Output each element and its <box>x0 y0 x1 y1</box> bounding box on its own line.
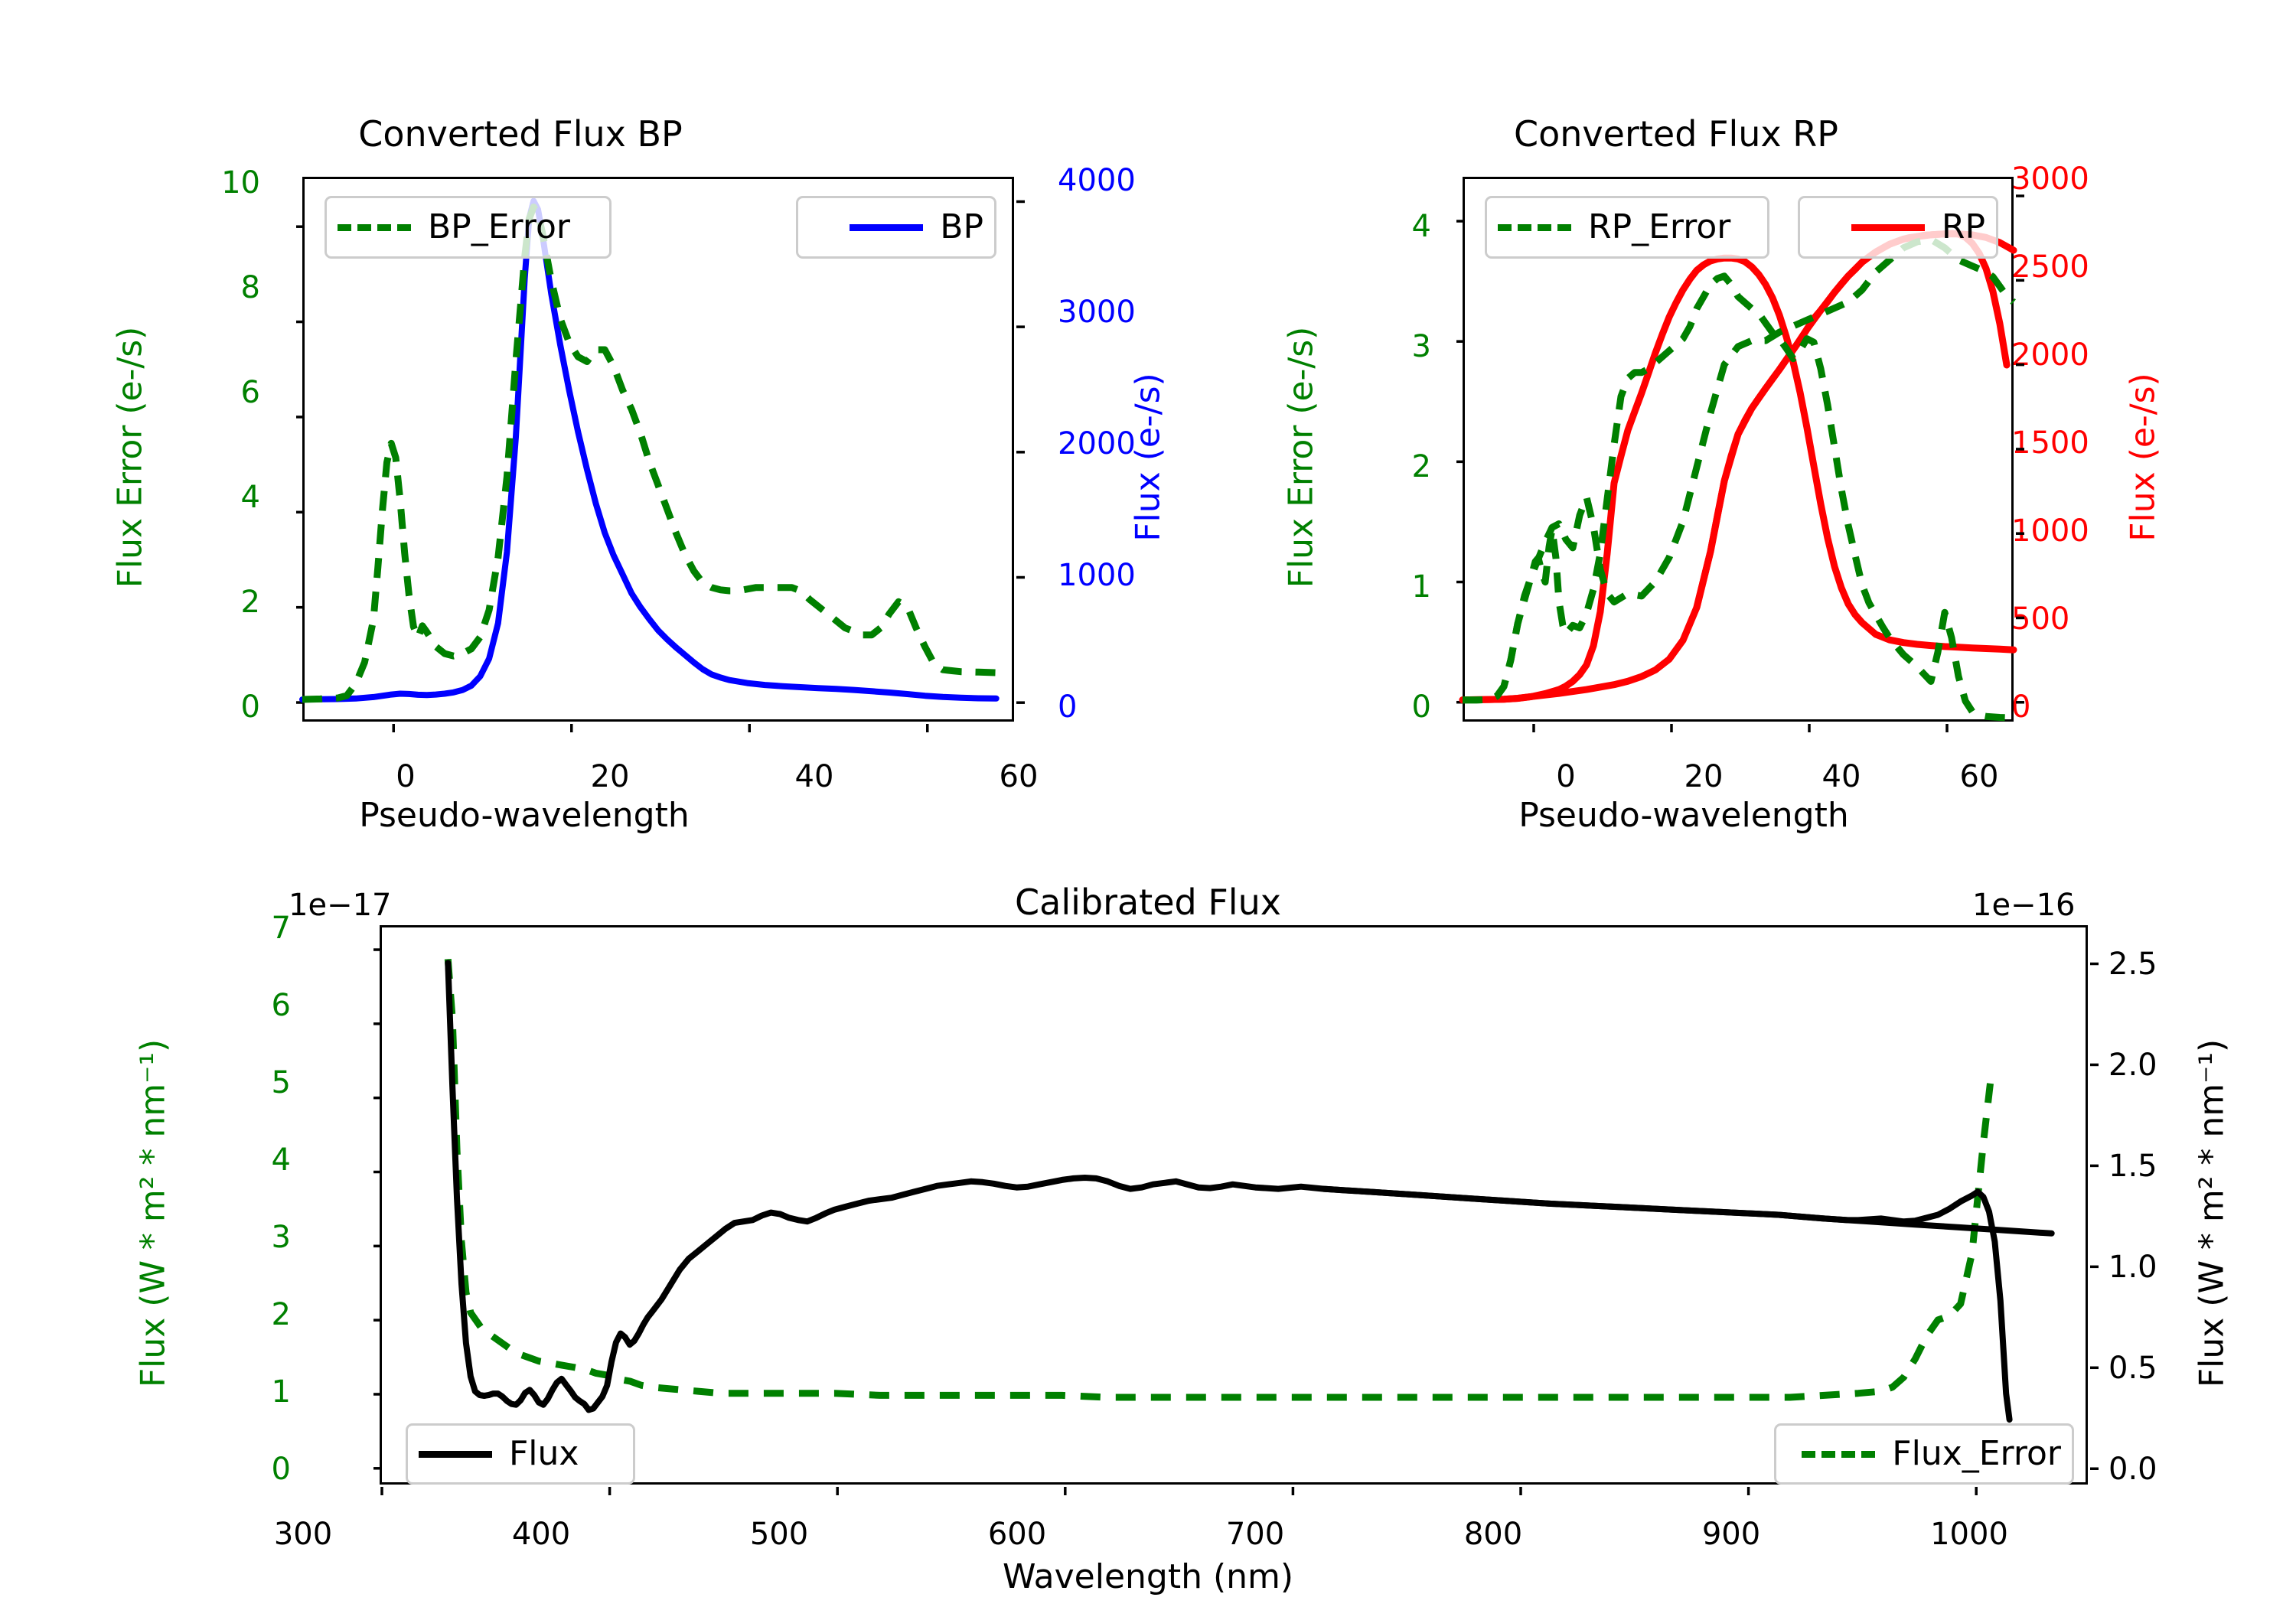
rp-ytick-right-3000: 3000 <box>2011 161 2089 197</box>
rp-panel-title: Converted Flux RP <box>1514 113 1838 155</box>
rp-ytick-right-2500: 2500 <box>2011 249 2089 285</box>
rp-ytick-0: 0 <box>1411 689 1431 725</box>
cal-ytick-5: 5 <box>271 1065 291 1100</box>
cal-ylabel-left: Flux (W * m² * nm⁻¹) <box>133 1038 173 1388</box>
cal-xtick-1000: 1000 <box>1930 1517 2008 1552</box>
bp-ytick-0: 0 <box>240 689 260 725</box>
rp-flux-main <box>1459 254 2017 704</box>
cal-ytick-right-10: 1.0 <box>2108 1250 2157 1285</box>
cal-xtick-400: 400 <box>511 1517 571 1552</box>
cal-ytick-right-20: 2.0 <box>2108 1048 2157 1083</box>
cal-ytick-7: 7 <box>271 911 291 946</box>
rp-error-legend-label: RP_Error <box>1588 207 1731 246</box>
bp-plot-area <box>299 197 1000 703</box>
rp-ytick-2: 2 <box>1411 449 1431 484</box>
calibrated-flux-curve <box>445 960 2055 1413</box>
calibrated-flux-legend-swatch <box>419 1450 492 1458</box>
bp-ytick-right-1000: 1000 <box>1058 558 1136 593</box>
rp-error-legend-swatch <box>1498 223 1571 231</box>
rp-ytick-right-0: 0 <box>2011 689 2031 725</box>
rp-xtick-0: 0 <box>1556 759 1576 794</box>
cal-ytick-3: 3 <box>271 1220 291 1255</box>
rp-ylabel-right: Flux (e-/s) <box>2123 373 2163 542</box>
rp-ytick-right-1000: 1000 <box>2011 513 2089 549</box>
rp-ytick-3: 3 <box>1411 329 1431 364</box>
bp-xtick-0: 0 <box>396 759 416 794</box>
cal-xtick-800: 800 <box>1463 1517 1523 1552</box>
bp-flux-legend-swatch <box>850 223 924 231</box>
cal-ytick-0: 0 <box>271 1452 291 1487</box>
bp-legend-flux[interactable]: BP <box>796 196 996 259</box>
cal-xlabel: Wavelength (nm) <box>1002 1557 1294 1596</box>
calibrated-flux-curve-right <box>1320 1185 2013 1423</box>
rp-xtick-40: 40 <box>1821 759 1861 794</box>
cal-ytick-right-05: 0.5 <box>2108 1351 2157 1386</box>
bp-ylabel-left: Flux Error (e-/s) <box>110 326 150 588</box>
panel-converted-flux-bp: Converted Flux BP 0 2 4 6 8 10 0 1000 20… <box>0 0 1168 835</box>
bp-xlabel: Pseudo-wavelength <box>359 796 690 835</box>
bp-ytick-4: 4 <box>240 480 260 515</box>
calibrated-flux-error-legend-label: Flux_Error <box>1892 1434 2061 1473</box>
bp-error-curve <box>302 204 996 703</box>
rp-legend-flux[interactable]: RP <box>1798 196 1998 259</box>
cal-ylabel-right: Flux (W * m² * nm⁻¹) <box>2192 1038 2232 1388</box>
rp-ylabel-left: Flux Error (e-/s) <box>1281 326 1321 588</box>
bp-error-legend-swatch <box>338 223 411 231</box>
bp-ytick-8: 8 <box>240 270 260 305</box>
bp-xtick-20: 20 <box>590 759 630 794</box>
calibrated-panel-title: Calibrated Flux <box>1015 882 1281 923</box>
bp-flux-curve <box>299 197 1000 703</box>
bp-ytick-2: 2 <box>240 585 260 620</box>
cal-ytick-right-00: 0.0 <box>2108 1452 2157 1487</box>
cal-ytick-6: 6 <box>271 988 291 1023</box>
panel-calibrated-flux: Calibrated Flux 1e−17 1e−16 0 1 2 3 4 5 … <box>0 811 2296 1607</box>
bp-panel-title: Converted Flux BP <box>358 113 683 155</box>
bp-xtick-60: 60 <box>999 759 1039 794</box>
rp-error-curve <box>1463 236 2016 704</box>
rp-ytick-1: 1 <box>1411 569 1431 605</box>
calibrated-legend-flux[interactable]: Flux <box>406 1423 635 1485</box>
rp-flux-curve <box>1459 230 2017 704</box>
cal-ytick-1: 1 <box>271 1374 291 1410</box>
rp-ytick-right-1500: 1500 <box>2011 425 2089 461</box>
bp-ytick-right-0: 0 <box>1058 689 1078 725</box>
calibrated-flux-legend-label: Flux <box>509 1434 579 1473</box>
rp-flux-legend-label: RP <box>1941 207 1985 246</box>
calibrated-offset-left: 1e−17 <box>289 888 392 923</box>
cal-xtick-600: 600 <box>987 1517 1047 1552</box>
bp-flux-legend-label: BP <box>940 207 983 246</box>
bp-ytick-right-3000: 3000 <box>1058 295 1136 330</box>
cal-xtick-700: 700 <box>1225 1517 1285 1552</box>
rp-axes-frame <box>1456 177 2024 732</box>
calibrated-plot-area <box>444 958 2055 1423</box>
bp-error-legend-label: BP_Error <box>428 207 570 246</box>
rp-xtick-20: 20 <box>1684 759 1724 794</box>
cal-ytick-right-15: 1.5 <box>2108 1149 2157 1184</box>
rp-xtick-60: 60 <box>1959 759 1999 794</box>
cal-xtick-300: 300 <box>273 1517 333 1552</box>
calibrated-flux-error-curve <box>444 958 1994 1401</box>
rp-error-curve-tail <box>1463 272 2014 722</box>
cal-ytick-2: 2 <box>271 1297 291 1332</box>
calibrated-offset-right: 1e−16 <box>1972 888 2076 923</box>
bp-ytick-6: 6 <box>240 375 260 410</box>
calibrated-legend-flux-error[interactable]: Flux_Error <box>1774 1423 2074 1485</box>
bp-xtick-40: 40 <box>794 759 834 794</box>
calibrated-flux-error-legend-swatch <box>1802 1450 1876 1458</box>
bp-legend-error[interactable]: BP_Error <box>325 196 612 259</box>
bp-ytick-10: 10 <box>221 165 260 200</box>
rp-legend-error[interactable]: RP_Error <box>1485 196 1769 259</box>
bp-ytick-right-2000: 2000 <box>1058 426 1136 461</box>
panel-converted-flux-rp: Converted Flux RP 0 1 2 3 4 0 500 1000 1… <box>1148 0 2296 835</box>
rp-ytick-4: 4 <box>1411 209 1431 244</box>
cal-ytick-right-25: 2.5 <box>2108 947 2157 982</box>
cal-ytick-4: 4 <box>271 1143 291 1178</box>
rp-flux-legend-swatch <box>1851 223 1925 231</box>
cal-xtick-500: 500 <box>749 1517 809 1552</box>
cal-xtick-900: 900 <box>1701 1517 1761 1552</box>
rp-xlabel: Pseudo-wavelength <box>1518 796 1849 835</box>
bp-ytick-right-4000: 4000 <box>1058 163 1136 198</box>
